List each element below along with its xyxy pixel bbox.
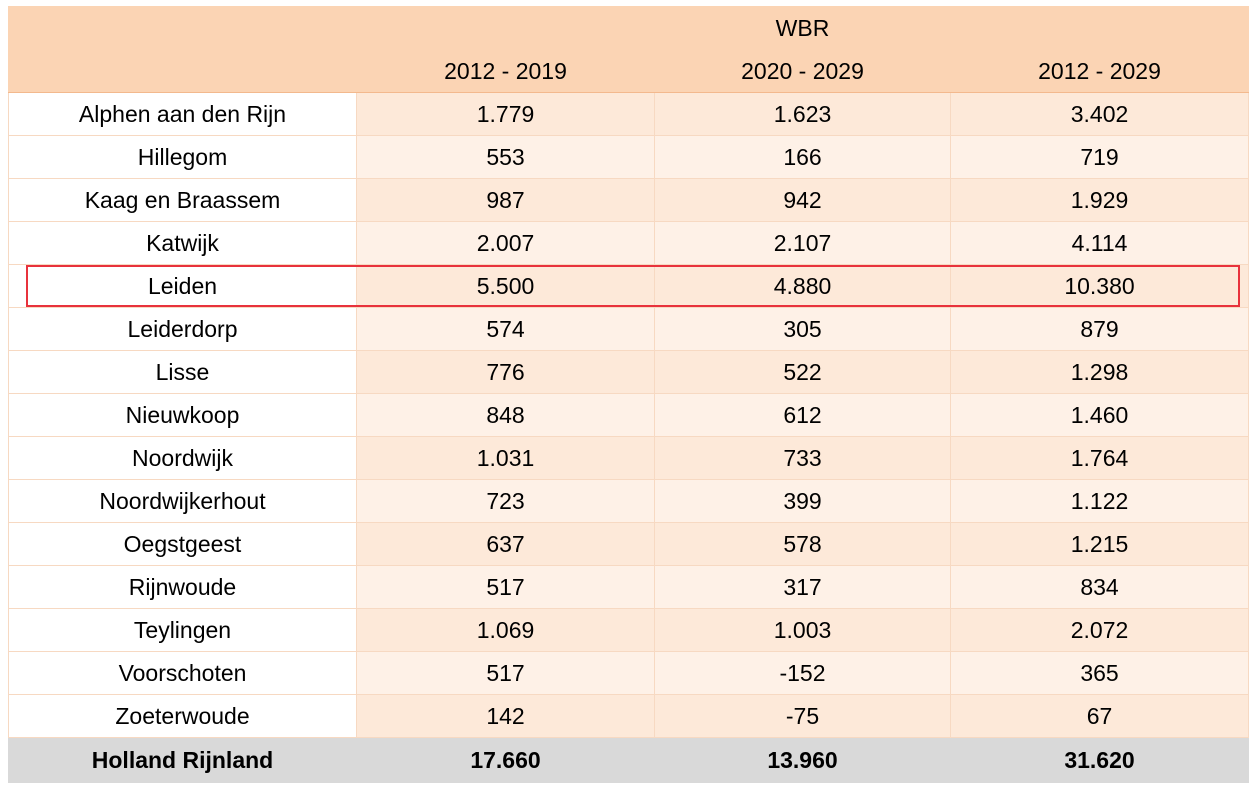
table-row: Nieuwkoop 848 612 1.460 [8, 393, 1250, 437]
table-row: Katwijk 2.007 2.107 4.114 [8, 221, 1250, 265]
value-cell-2012-2029: 1.298 [949, 350, 1250, 394]
value-cell-2012-2029: 2.072 [949, 608, 1250, 652]
value-cell-2012-2029: 834 [949, 565, 1250, 609]
table-row: Noordwijk 1.031 733 1.764 [8, 436, 1250, 480]
value-cell-2012-2019: 517 [356, 651, 655, 695]
value-cell-2012-2029: 3.402 [949, 92, 1250, 136]
value-cell-2012-2019: 5.500 [356, 264, 655, 308]
value-cell-2020-2029: 942 [654, 178, 951, 222]
value-cell-2020-2029: 305 [654, 307, 951, 351]
table-row: Kaag en Braassem 987 942 1.929 [8, 178, 1250, 222]
table-row: Rijnwoude 517 317 834 [8, 565, 1250, 609]
table-row: Noordwijkerhout 723 399 1.122 [8, 479, 1250, 523]
value-cell-2012-2029: 4.114 [949, 221, 1250, 265]
value-cell-2020-2029: 733 [654, 436, 951, 480]
total-value-2012-2019: 17.660 [356, 737, 655, 783]
value-cell-2012-2019: 637 [356, 522, 655, 566]
value-cell-2020-2029: 1.623 [654, 92, 951, 136]
value-cell-2012-2029: 1.215 [949, 522, 1250, 566]
municipality-cell: Leiderdorp [8, 307, 357, 351]
table-header: WBR 2012 - 2019 2020 - 2029 2012 - 2029 [8, 6, 1250, 93]
table-row: Leiden 5.500 4.880 10.380 [8, 264, 1250, 308]
value-cell-2020-2029: 612 [654, 393, 951, 437]
municipality-cell: Rijnwoude [8, 565, 357, 609]
table-row: Teylingen 1.069 1.003 2.072 [8, 608, 1250, 652]
table-row: Lisse 776 522 1.298 [8, 350, 1250, 394]
header-empty-cell [8, 6, 357, 50]
municipality-cell: Leiden [8, 264, 357, 308]
municipality-cell: Hillegom [8, 135, 357, 179]
value-cell-2012-2019: 987 [356, 178, 655, 222]
municipality-cell: Lisse [8, 350, 357, 394]
value-cell-2012-2019: 1.069 [356, 608, 655, 652]
value-cell-2012-2029: 1.764 [949, 436, 1250, 480]
total-value-2012-2029: 31.620 [949, 737, 1250, 783]
value-cell-2012-2019: 1.031 [356, 436, 655, 480]
total-value-2020-2029: 13.960 [654, 737, 951, 783]
value-cell-2020-2029: 1.003 [654, 608, 951, 652]
value-cell-2012-2019: 142 [356, 694, 655, 738]
value-cell-2020-2029: 166 [654, 135, 951, 179]
header-empty-cell [8, 49, 357, 93]
municipality-cell: Nieuwkoop [8, 393, 357, 437]
municipality-cell: Noordwijk [8, 436, 357, 480]
value-cell-2012-2019: 1.779 [356, 92, 655, 136]
value-cell-2020-2029: 399 [654, 479, 951, 523]
municipality-cell: Katwijk [8, 221, 357, 265]
table-body: Alphen aan den Rijn 1.779 1.623 3.402 Hilleg… [8, 92, 1250, 783]
municipality-cell: Voorschoten [8, 651, 357, 695]
table-row: Voorschoten 517 -152 365 [8, 651, 1250, 695]
value-cell-2012-2019: 848 [356, 393, 655, 437]
municipality-cell: Zoeterwoude [8, 694, 357, 738]
column-header: 2012 - 2029 [949, 49, 1250, 93]
column-header: 2012 - 2019 [356, 49, 655, 93]
municipality-cell: Oegstgeest [8, 522, 357, 566]
value-cell-2012-2019: 517 [356, 565, 655, 609]
table-row: Hillegom 553 166 719 [8, 135, 1250, 179]
municipality-cell: Noordwijkerhout [8, 479, 357, 523]
value-cell-2012-2029: 719 [949, 135, 1250, 179]
group-header-wbr: WBR [355, 6, 1250, 50]
table-row: Zoeterwoude 142 -75 67 [8, 694, 1250, 738]
value-cell-2012-2029: 1.929 [949, 178, 1250, 222]
total-label: Holland Rijnland [8, 737, 357, 783]
value-cell-2020-2029: 2.107 [654, 221, 951, 265]
table-row: Leiderdorp 574 305 879 [8, 307, 1250, 351]
value-cell-2012-2019: 2.007 [356, 221, 655, 265]
value-cell-2020-2029: 578 [654, 522, 951, 566]
value-cell-2012-2029: 10.380 [949, 264, 1250, 308]
value-cell-2012-2029: 365 [949, 651, 1250, 695]
value-cell-2012-2029: 1.460 [949, 393, 1250, 437]
value-cell-2012-2029: 67 [949, 694, 1250, 738]
municipality-cell: Alphen aan den Rijn [8, 92, 357, 136]
value-cell-2020-2029: 4.880 [654, 264, 951, 308]
column-header: 2020 - 2029 [654, 49, 951, 93]
value-cell-2012-2029: 1.122 [949, 479, 1250, 523]
total-row: Holland Rijnland 17.660 13.960 31.620 [8, 737, 1250, 783]
value-cell-2020-2029: -75 [654, 694, 951, 738]
value-cell-2020-2029: 317 [654, 565, 951, 609]
value-cell-2020-2029: 522 [654, 350, 951, 394]
table-row: Alphen aan den Rijn 1.779 1.623 3.402 [8, 92, 1250, 136]
municipality-cell: Kaag en Braassem [8, 178, 357, 222]
value-cell-2012-2019: 553 [356, 135, 655, 179]
value-cell-2012-2019: 776 [356, 350, 655, 394]
municipality-cell: Teylingen [8, 608, 357, 652]
value-cell-2012-2019: 723 [356, 479, 655, 523]
housing-table-container: WBR 2012 - 2019 2020 - 2029 2012 - 2029 … [8, 6, 1250, 783]
table-row: Oegstgeest 637 578 1.215 [8, 522, 1250, 566]
value-cell-2012-2029: 879 [949, 307, 1250, 351]
value-cell-2020-2029: -152 [654, 651, 951, 695]
value-cell-2012-2019: 574 [356, 307, 655, 351]
housing-growth-table: WBR 2012 - 2019 2020 - 2029 2012 - 2029 … [8, 6, 1250, 783]
